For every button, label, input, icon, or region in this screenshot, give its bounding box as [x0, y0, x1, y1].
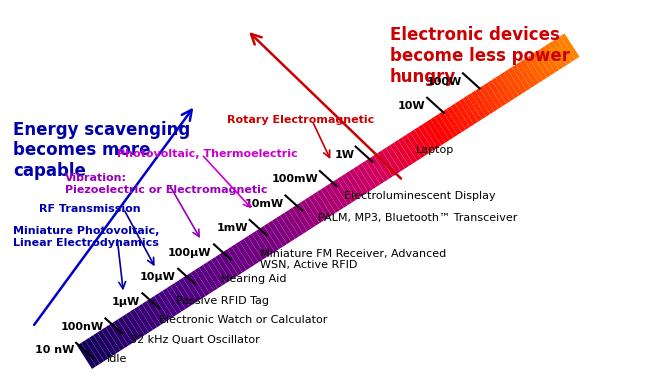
Text: 1mW: 1mW — [217, 223, 248, 233]
Text: 1W: 1W — [334, 150, 354, 160]
Text: 10μW: 10μW — [140, 272, 176, 282]
Text: 100nW: 100nW — [61, 322, 104, 332]
Text: 100mW: 100mW — [272, 174, 318, 184]
Text: Electroluminescent Display: Electroluminescent Display — [344, 191, 496, 200]
Text: Electronic devices
become less power
hungry: Electronic devices become less power hun… — [390, 26, 570, 86]
Text: Passive RFID Tag: Passive RFID Tag — [176, 296, 268, 306]
Text: 100μW: 100μW — [168, 248, 211, 258]
Text: 10mW: 10mW — [245, 199, 284, 209]
Text: 1μW: 1μW — [112, 297, 140, 306]
Text: Electronic Watch or Calculator: Electronic Watch or Calculator — [159, 315, 328, 325]
Text: Rotary Electromagnetic: Rotary Electromagnetic — [227, 115, 375, 125]
Text: 100W: 100W — [426, 77, 462, 86]
Text: Vibration:
Piezoelectric or Electromagnetic: Vibration: Piezoelectric or Electromagne… — [65, 173, 268, 195]
Text: Miniature Photovoltaic,
Linear Electrodynamics: Miniature Photovoltaic, Linear Electrody… — [13, 226, 159, 248]
Text: 10 nW: 10 nW — [35, 346, 75, 355]
Text: RF Transmission: RF Transmission — [39, 204, 140, 214]
Text: 32 kHz Quart Oscillator: 32 kHz Quart Oscillator — [130, 335, 260, 345]
Text: 10W: 10W — [398, 101, 426, 111]
Text: Photovoltaic, Thermoelectric: Photovoltaic, Thermoelectric — [117, 149, 298, 159]
Text: Hearing Aid: Hearing Aid — [221, 274, 287, 284]
Text: Idle: Idle — [107, 354, 127, 364]
Text: Energy scavenging
becomes more
capable: Energy scavenging becomes more capable — [13, 121, 190, 180]
Text: PALM, MP3, Bluetooth™ Transceiver: PALM, MP3, Bluetooth™ Transceiver — [318, 213, 518, 223]
Text: Laptop: Laptop — [416, 146, 454, 155]
Text: Miniature FM Receiver, Advanced
WSN, Active RFID: Miniature FM Receiver, Advanced WSN, Act… — [260, 249, 447, 270]
